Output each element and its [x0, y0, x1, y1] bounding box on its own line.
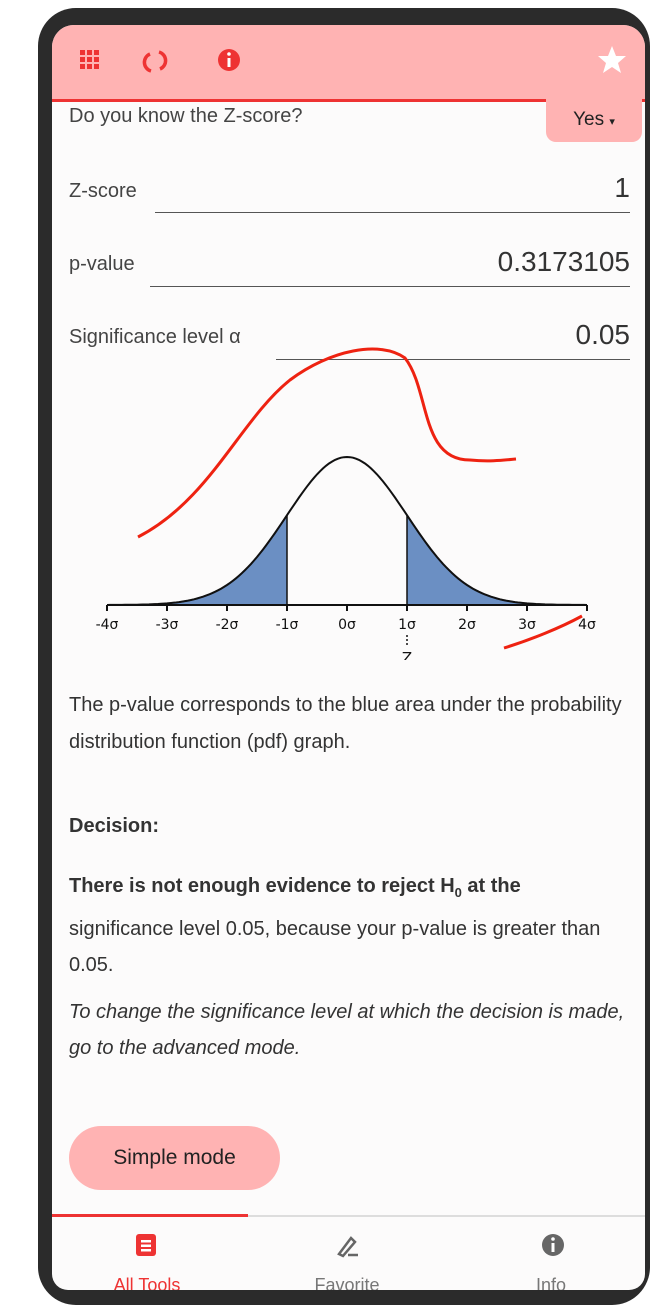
- answer-dropdown[interactable]: Yes ▾: [546, 98, 642, 142]
- tail-area: [107, 515, 287, 605]
- axis-label: 2σ: [458, 617, 476, 633]
- note: To change the significance level at whic…: [69, 994, 629, 1066]
- top-bar: [52, 25, 645, 102]
- axis-label: -2σ: [216, 617, 239, 633]
- axis-label: 4σ: [578, 617, 596, 633]
- nav-label[interactable]: All Tools: [52, 1275, 242, 1290]
- axis-label: -1σ: [276, 617, 299, 633]
- subscript: 0: [455, 885, 462, 900]
- question-label: Do you know the Z-score?: [69, 105, 302, 128]
- field-value[interactable]: 0.3173105: [498, 246, 630, 278]
- menu-icon[interactable]: [80, 50, 99, 69]
- all-tools-icon[interactable]: [136, 1234, 156, 1256]
- field-value[interactable]: 1: [614, 172, 630, 204]
- info-icon[interactable]: [218, 49, 240, 71]
- underline: [155, 212, 630, 213]
- z-marker: Z: [402, 649, 412, 660]
- axis-label: -4σ: [96, 617, 119, 633]
- info-nav-icon[interactable]: [542, 1234, 564, 1256]
- answer: Yes: [573, 109, 604, 130]
- decision-bold-prefix: There is not enough evidence to reject H: [69, 875, 455, 897]
- decision-bold: There is not enough evidence to reject H…: [69, 875, 521, 897]
- explanation: The p-value corresponds to the blue area…: [69, 687, 629, 761]
- nav-icons: [52, 1230, 645, 1270]
- simple-mode-button[interactable]: Simple mode: [69, 1126, 280, 1190]
- nav-label[interactable]: Favorite: [252, 1275, 442, 1290]
- refresh-icon[interactable]: [144, 52, 165, 71]
- pdf-graph: -4σ -3σ -2σ -1σ 0σ 1σ 2σ 3σ 4σ Z: [52, 340, 645, 660]
- field-label: p-value: [69, 253, 135, 276]
- axis-label: 3σ: [518, 617, 536, 633]
- top-icons: [52, 25, 645, 99]
- app-screenshot: Do you know the Z-score? Yes ▾ Z-score 1…: [0, 0, 665, 1312]
- axis-label: 0σ: [338, 617, 356, 633]
- tail-area: [407, 515, 587, 605]
- screen: Do you know the Z-score? Yes ▾ Z-score 1…: [52, 25, 645, 1290]
- axis-label: -3σ: [156, 617, 179, 633]
- dropdown-arrow: ▾: [609, 116, 615, 128]
- favorite-icon[interactable]: [339, 1238, 358, 1256]
- decision-rest: significance level 0.05, because your p-…: [69, 918, 600, 976]
- underline: [150, 286, 630, 287]
- decision-text: There is not enough evidence to reject H…: [69, 868, 629, 983]
- field-label: Z-score: [69, 180, 137, 203]
- favorite-star[interactable]: [598, 46, 626, 73]
- decision-heading: Decision:: [69, 808, 629, 845]
- nav-active-indicator: [52, 1214, 248, 1217]
- nav-label[interactable]: Info: [456, 1275, 645, 1290]
- decision-bold-suffix: at the: [462, 875, 521, 897]
- pdf-curve: [107, 457, 587, 605]
- axis-label: 1σ: [398, 617, 416, 633]
